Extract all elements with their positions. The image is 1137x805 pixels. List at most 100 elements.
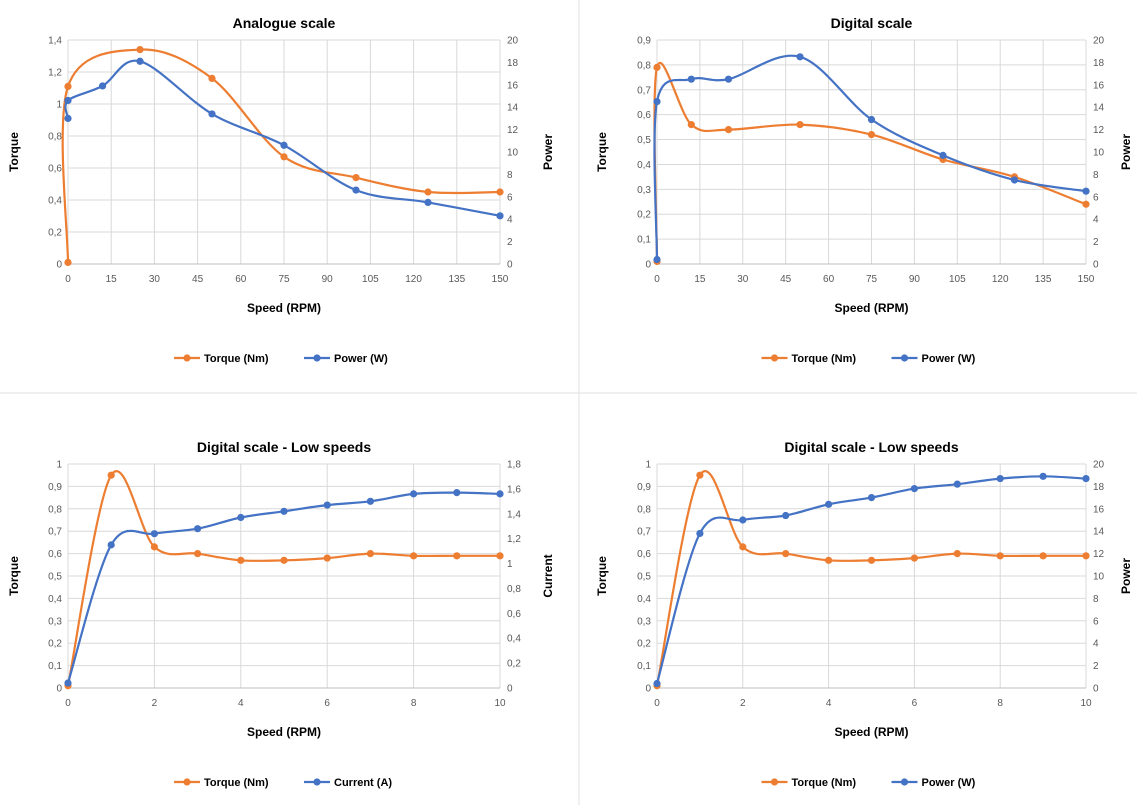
y2-axis-title: Current [541, 554, 555, 597]
y2-tick-label: 14 [1093, 103, 1105, 114]
legend-label: Torque (Nm) [792, 777, 857, 789]
data-point [208, 110, 216, 118]
chart-title: Analogue scale [233, 15, 336, 31]
y-tick-label: 0,1 [637, 661, 651, 672]
data-point [867, 115, 876, 124]
data-point [653, 679, 661, 688]
y2-tick-label: 2 [1093, 237, 1099, 248]
y2-tick-label: 16 [507, 80, 519, 91]
legend-label: Power (W) [922, 777, 976, 789]
data-point [323, 501, 331, 509]
data-point [1082, 474, 1090, 483]
y-tick-label: 0,4 [48, 594, 62, 605]
x-tick-label: 10 [494, 698, 506, 709]
x-tick-label: 45 [192, 274, 204, 285]
data-point [939, 151, 947, 159]
y2-tick-label: 4 [1093, 215, 1099, 226]
x-tick-label: 60 [823, 274, 835, 285]
y2-tick-label: 4 [1093, 639, 1099, 650]
y2-tick-label: 14 [507, 103, 519, 114]
data-point [64, 82, 72, 90]
y2-tick-label: 18 [507, 58, 519, 69]
data-point [107, 471, 115, 479]
y2-tick-label: 0,2 [507, 659, 521, 670]
data-point [653, 255, 661, 264]
data-point [1039, 552, 1047, 560]
y-tick-label: 0,8 [637, 60, 651, 71]
legend: Torque (Nm) Power (W) [761, 777, 976, 789]
series-line-2 [66, 491, 501, 684]
data-point [867, 556, 876, 564]
y2-tick-label: 0 [507, 260, 513, 271]
y2-tick-label: 16 [1093, 80, 1105, 91]
y2-tick-label: 6 [1093, 192, 1099, 203]
data-point [739, 516, 747, 524]
y-tick-label: 0 [645, 260, 651, 271]
data-point [782, 550, 790, 558]
data-point [825, 500, 833, 508]
legend-label: Torque (Nm) [204, 777, 269, 789]
y-tick-label: 0 [56, 684, 62, 695]
y2-tick-label: 1,4 [507, 509, 521, 520]
y-axis-title: Torque [7, 556, 21, 596]
y-tick-label: 0 [645, 684, 651, 695]
series-line-1 [653, 62, 1087, 262]
data-point [150, 543, 158, 551]
data-point [867, 130, 876, 139]
y2-tick-label: 0,4 [507, 634, 521, 645]
y2-tick-label: 18 [1093, 58, 1105, 69]
y2-tick-label: 8 [1093, 594, 1099, 605]
data-point [237, 513, 245, 522]
y2-tick-label: 18 [1093, 482, 1105, 493]
legend-marker [313, 778, 321, 786]
data-point [64, 114, 72, 122]
legend: Torque (Nm) Current (A) [174, 777, 392, 789]
x-axis-title: Speed (RPM) [247, 725, 321, 739]
x-tick-label: 75 [866, 274, 878, 285]
x-tick-label: 30 [737, 274, 749, 285]
y2-tick-label: 12 [507, 125, 519, 136]
data-point [194, 525, 202, 533]
y-tick-label: 1 [645, 460, 651, 471]
data-point [496, 188, 504, 196]
y-tick-label: 0,9 [637, 36, 651, 47]
x-tick-label: 8 [997, 698, 1003, 709]
x-tick-label: 0 [654, 274, 660, 285]
series-line-1 [61, 48, 501, 263]
series-line-1 [66, 470, 500, 687]
x-tick-label: 0 [65, 698, 71, 709]
y-tick-label: 0,5 [637, 572, 651, 583]
data-point [796, 53, 804, 61]
y2-tick-label: 0 [507, 684, 513, 695]
y2-tick-label: 16 [1093, 504, 1105, 515]
data-point [653, 98, 661, 106]
y2-tick-label: 6 [1093, 616, 1099, 627]
y2-tick-label: 14 [1093, 527, 1105, 538]
data-point [996, 552, 1004, 560]
data-point [739, 543, 747, 551]
data-point [687, 75, 695, 83]
y-tick-label: 0,4 [637, 160, 651, 171]
y-axis-title: Torque [595, 556, 609, 596]
data-point [696, 529, 704, 538]
legend-marker [313, 354, 321, 362]
data-point [453, 552, 461, 560]
legend: Torque (Nm) Power (W) [174, 353, 388, 365]
y2-axis-title: Power [1119, 558, 1133, 594]
y2-tick-label: 8 [1093, 170, 1099, 181]
data-point [953, 480, 961, 488]
data-point [98, 82, 107, 90]
data-point [323, 554, 331, 562]
data-point [366, 550, 374, 558]
y2-tick-label: 1,2 [507, 534, 521, 545]
legend-marker [900, 778, 909, 786]
y2-tick-label: 6 [507, 192, 513, 203]
data-point [410, 552, 418, 560]
y-tick-label: 0,5 [48, 572, 62, 583]
y2-tick-label: 0,6 [507, 609, 521, 620]
data-point [237, 556, 245, 564]
y-tick-label: 0,3 [637, 616, 651, 627]
y-tick-label: 0,2 [637, 210, 651, 221]
y2-tick-label: 8 [507, 170, 513, 181]
